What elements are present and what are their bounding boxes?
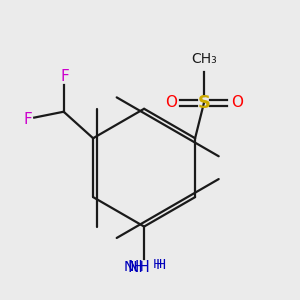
- Text: O: O: [165, 95, 177, 110]
- Text: O: O: [231, 95, 243, 110]
- Text: F: F: [23, 112, 32, 127]
- Text: NH: NH: [123, 260, 144, 274]
- Text: S: S: [197, 94, 210, 112]
- Text: F: F: [61, 69, 70, 84]
- Text: H: H: [156, 258, 166, 272]
- Text: CH₃: CH₃: [191, 52, 217, 66]
- Text: NH: NH: [128, 260, 150, 275]
- Text: H: H: [153, 258, 162, 272]
